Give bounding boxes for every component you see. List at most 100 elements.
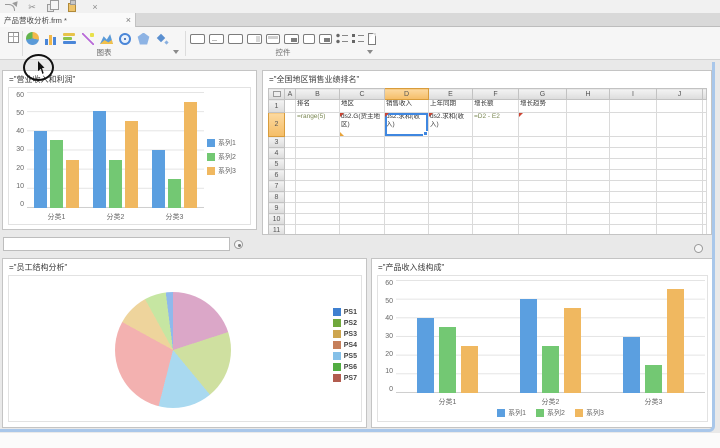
chart-component-staff-structure[interactable]: ="员工结构分析" PS1 PS2 PS3 PS4 PS5 PS6 PS7 — [2, 258, 367, 428]
column-header-C[interactable]: C — [339, 88, 385, 100]
cell-D2[interactable]: ds2.求和(收入) — [384, 112, 429, 137]
row-header-9[interactable]: 9 — [268, 202, 285, 214]
row-header-5[interactable]: 5 — [268, 158, 285, 170]
cell-B1[interactable]: 排名 — [295, 99, 340, 113]
resize-handle-circle[interactable] — [694, 244, 703, 253]
chevron-down-icon[interactable] — [367, 50, 373, 54]
cell-H4[interactable] — [566, 147, 610, 159]
cell-A1[interactable] — [284, 99, 296, 113]
cell-I1[interactable] — [609, 99, 657, 113]
cell-H7[interactable] — [566, 180, 610, 192]
cell-H6[interactable] — [566, 169, 610, 181]
cell-B8[interactable] — [295, 191, 340, 203]
cell-A6[interactable] — [284, 169, 296, 181]
cell-E3[interactable] — [428, 136, 473, 148]
stacked-chart-icon[interactable] — [63, 33, 76, 44]
column-header-G[interactable]: G — [518, 88, 567, 100]
row-header-4[interactable]: 4 — [268, 147, 285, 159]
cell-C7[interactable] — [339, 180, 385, 192]
report-block-region-ranking[interactable]: ="全国地区销售业绩排名" A B C D E F G H I J 1 排名 地区 销售收入 上年同期 增长额… — [262, 70, 712, 235]
paste-icon[interactable] — [68, 2, 80, 12]
column-header-E[interactable]: E — [428, 88, 473, 100]
cell-F3[interactable] — [472, 136, 519, 148]
tab-product-revenue-analysis[interactable]: 产品营收分析.frm * × — [0, 13, 136, 27]
cell-I3[interactable] — [609, 136, 657, 148]
cell-A11[interactable] — [284, 224, 296, 234]
cell-C2[interactable]: ds2.G(货主地区) — [339, 112, 385, 137]
cell-A3[interactable] — [284, 136, 296, 148]
cell-G2[interactable] — [518, 112, 567, 137]
row-header-7[interactable]: 7 — [268, 180, 285, 192]
cell-A5[interactable] — [284, 158, 296, 170]
cell-E11[interactable] — [428, 224, 473, 234]
cell-D10[interactable] — [384, 213, 429, 225]
cell-G5[interactable] — [518, 158, 567, 170]
window-panel-icon[interactable] — [265, 33, 281, 44]
cell-J8[interactable] — [656, 191, 703, 203]
cell-B4[interactable] — [295, 147, 340, 159]
cell-E5[interactable] — [428, 158, 473, 170]
cell-G9[interactable] — [518, 202, 567, 214]
cell-A2[interactable] — [284, 112, 296, 137]
column-header-I[interactable]: I — [609, 88, 657, 100]
cell-C9[interactable] — [339, 202, 385, 214]
cell-I9[interactable] — [609, 202, 657, 214]
cell-G10[interactable] — [518, 213, 567, 225]
copy-icon[interactable] — [47, 2, 59, 12]
combo-box-icon[interactable] — [246, 33, 262, 44]
chevron-down-icon[interactable] — [173, 50, 179, 54]
gauge-chart-icon[interactable] — [119, 32, 131, 45]
cell-B6[interactable] — [295, 169, 340, 181]
cell-C10[interactable] — [339, 213, 385, 225]
cell-J4[interactable] — [656, 147, 703, 159]
cell-I6[interactable] — [609, 169, 657, 181]
row-header-10[interactable]: 10 — [268, 213, 285, 225]
form-design-canvas[interactable]: ="营业收入和利润" 60 50 40 30 20 10 0 分类1 分类2 分类3 系列1 系列2 系… — [0, 60, 720, 433]
cell-E10[interactable] — [428, 213, 473, 225]
column-header-D[interactable]: D — [384, 88, 429, 100]
sheet-corner[interactable] — [268, 88, 285, 100]
row-header-11[interactable]: 11 — [268, 224, 285, 234]
cell-F1[interactable]: 增长额 — [472, 99, 519, 113]
cell-I11[interactable] — [609, 224, 657, 234]
combo-chart-icon[interactable] — [156, 33, 168, 45]
area-chart-icon[interactable] — [100, 34, 113, 44]
cell-H2[interactable] — [566, 112, 610, 137]
tab-panel-icon[interactable] — [284, 33, 300, 44]
cell-D11[interactable] — [384, 224, 429, 234]
cell-J5[interactable] — [656, 158, 703, 170]
cell-G3[interactable] — [518, 136, 567, 148]
cell-G1[interactable]: 增长趋势 — [518, 99, 567, 113]
cell-D9[interactable] — [384, 202, 429, 214]
chart-component-product-revenue[interactable]: ="产品收入线构成" 60 50 40 30 20 10 0 分类1 分类2 分类3 系列1 系列2 系… — [371, 258, 713, 428]
tab-close-icon[interactable]: × — [125, 15, 131, 25]
cell-E7[interactable] — [428, 180, 473, 192]
cell-H10[interactable] — [566, 213, 610, 225]
cell-I7[interactable] — [609, 180, 657, 192]
chart-component-revenue-profit[interactable]: ="营业收入和利润" 60 50 40 30 20 10 0 分类1 分类2 分类3 系列1 系列2 系… — [2, 70, 257, 230]
checkbox-icon[interactable] — [303, 33, 316, 44]
cell-C3[interactable] — [339, 136, 385, 148]
cell-G4[interactable] — [518, 147, 567, 159]
column-header-B[interactable]: B — [295, 88, 340, 100]
cell-J11[interactable] — [656, 224, 703, 234]
line-chart-icon[interactable] — [82, 32, 94, 45]
radio-group-icon[interactable] — [335, 33, 348, 44]
column-header-J[interactable]: J — [656, 88, 703, 100]
cell-D5[interactable] — [384, 158, 429, 170]
column-header-A[interactable]: A — [284, 88, 296, 100]
cell-F2[interactable]: =D2 - E2 — [472, 112, 519, 137]
cell-D6[interactable] — [384, 169, 429, 181]
column-header-F[interactable]: F — [472, 88, 519, 100]
cut-icon[interactable]: ✂ — [28, 1, 36, 12]
cell-G11[interactable] — [518, 224, 567, 234]
cell-D8[interactable] — [384, 191, 429, 203]
cell-C5[interactable] — [339, 158, 385, 170]
row-header-2[interactable]: 2 — [268, 112, 285, 137]
cell-B9[interactable] — [295, 202, 340, 214]
cell-H8[interactable] — [566, 191, 610, 203]
cell-B11[interactable] — [295, 224, 340, 234]
cell-E1[interactable]: 上年同期 — [428, 99, 473, 113]
cell-I8[interactable] — [609, 191, 657, 203]
cell-I10[interactable] — [609, 213, 657, 225]
